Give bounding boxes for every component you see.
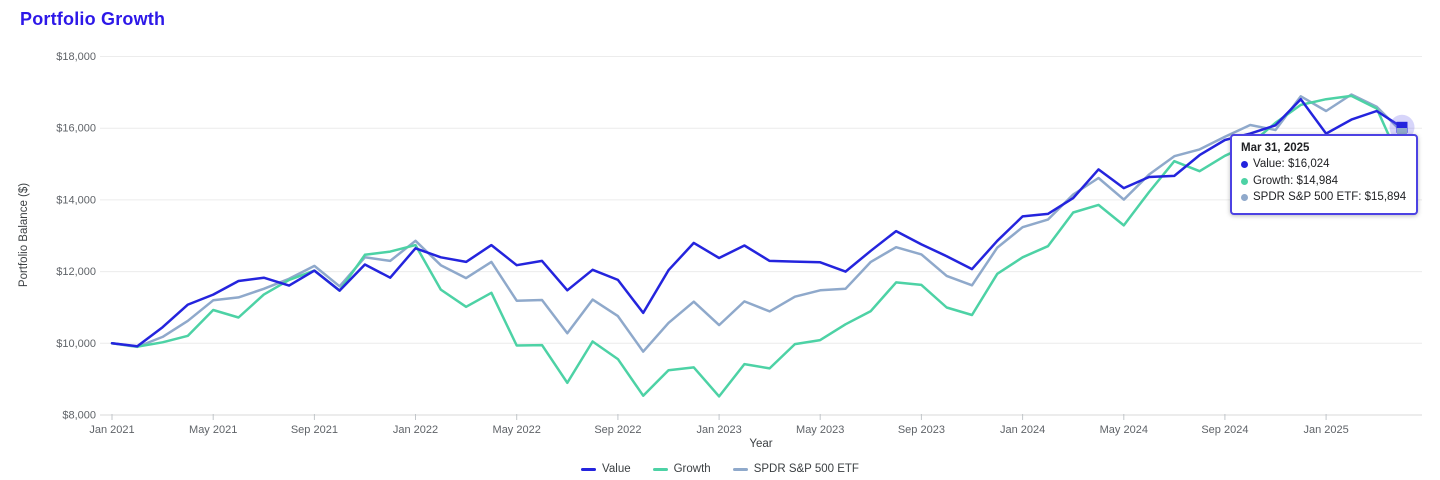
legend-swatch-icon — [732, 467, 748, 471]
legend-item-spdr-s-p-500-etf[interactable]: SPDR S&P 500 ETF — [732, 463, 859, 475]
series-line-spdr-s-p-500-etf[interactable] — [110, 93, 1404, 353]
tooltip-series-value: Value: $16,024 — [1253, 158, 1330, 170]
y-tick-label: $10,000 — [56, 338, 96, 350]
tooltip-row: Growth: $14,984 — [1241, 173, 1406, 190]
legend-label: SPDR S&P 500 ETF — [753, 463, 859, 475]
tooltip-series-dot-icon — [1241, 160, 1248, 168]
x-tick-label: May 2022 — [493, 424, 541, 436]
value-point-marker[interactable] — [1396, 121, 1408, 133]
legend-item-value[interactable]: Value — [581, 463, 631, 475]
tooltip-series-dot-icon — [1241, 194, 1248, 202]
x-tick-label: Sep 2023 — [898, 424, 945, 436]
tooltip-row: Value: $16,024 — [1241, 156, 1406, 173]
page-title: Portfolio Growth — [20, 9, 166, 29]
x-axis-title: Year — [749, 438, 773, 450]
legend: Value Growth SPDR S&P 500 ETF — [0, 463, 1440, 475]
x-tick-label: Jan 2022 — [393, 424, 438, 436]
y-tick-label: $18,000 — [56, 51, 96, 63]
x-tick-label: Sep 2021 — [291, 424, 338, 436]
x-tick-label: Jan 2021 — [89, 424, 134, 436]
series-line-value[interactable] — [110, 97, 1404, 348]
x-tick-label: Sep 2022 — [594, 424, 641, 436]
x-tick-label: Jan 2023 — [696, 424, 741, 436]
spdr-point-marker[interactable] — [1397, 128, 1407, 138]
tooltip-series-value: Growth: $14,984 — [1253, 174, 1339, 187]
legend-label: Value — [602, 463, 631, 475]
y-tick-label: $8,000 — [62, 410, 96, 422]
x-tick-label: May 2023 — [796, 424, 844, 436]
series-line-growth[interactable] — [110, 94, 1404, 398]
x-tick-label: May 2021 — [189, 424, 237, 436]
y-tick-label: $12,000 — [56, 266, 96, 278]
legend-swatch-icon — [652, 467, 668, 471]
legend-item-growth[interactable]: Growth — [652, 463, 711, 475]
x-tick-label: Sep 2024 — [1201, 424, 1248, 436]
tooltip-series-value: SPDR S&P 500 ETF: $15,894 — [1253, 191, 1407, 204]
x-tick-label: Jan 2025 — [1303, 424, 1348, 436]
tooltip-series-dot-icon — [1241, 177, 1248, 185]
x-tick-label: May 2024 — [1100, 424, 1148, 436]
y-axis-title: Portfolio Balance ($) — [18, 182, 30, 288]
y-tick-label: $16,000 — [56, 123, 96, 135]
y-tick-label: $14,000 — [56, 194, 96, 206]
tooltip-date: Mar 31, 2025 — [1241, 142, 1310, 154]
x-tick-label: Jan 2024 — [1000, 424, 1045, 436]
legend-label: Growth — [673, 463, 711, 475]
chart-tooltip: Mar 31, 2025 Value: $16,024 Growth: $14,9… — [1230, 134, 1419, 216]
tooltip-row: SPDR S&P 500 ETF: $15,894 — [1241, 189, 1406, 206]
legend-swatch-icon — [581, 467, 597, 471]
